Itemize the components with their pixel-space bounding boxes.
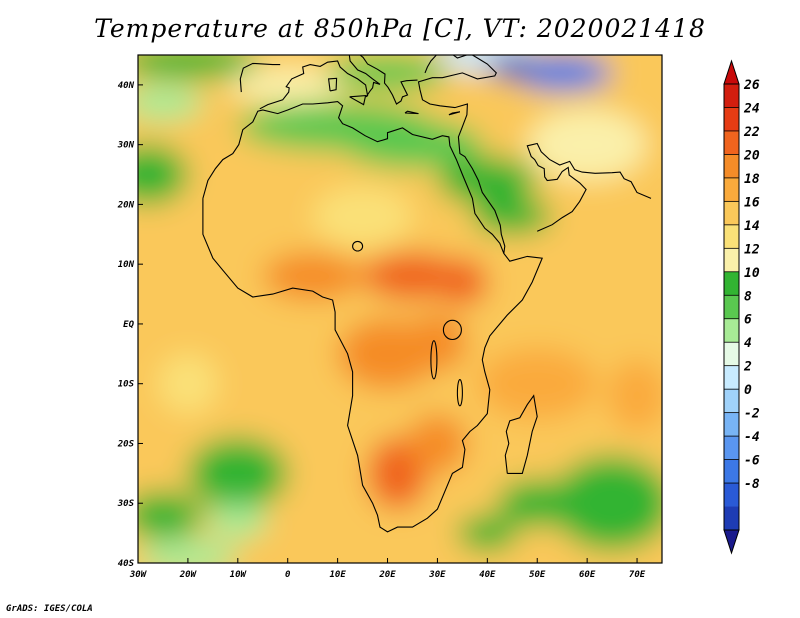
- colorbar-label: 14: [744, 219, 760, 234]
- colorbar-label: 0: [744, 383, 752, 398]
- colorbar-label: -4: [744, 430, 760, 445]
- colorbar-label: 24: [743, 101, 760, 116]
- colorbar-label: 2: [743, 360, 752, 375]
- colorbar-swatch: [724, 154, 739, 179]
- colorbar-swatch: [724, 84, 739, 108]
- x-tick-label: 30W: [129, 570, 148, 580]
- colorbar-swatch: [724, 412, 739, 437]
- x-tick-label: 30E: [428, 570, 446, 580]
- colorbar-label: 18: [744, 172, 760, 187]
- colorbar-swatch: [724, 342, 739, 366]
- x-tick-label: 10E: [329, 570, 346, 580]
- plot-frame: [137, 54, 663, 564]
- colorbar-swatch: [724, 483, 739, 507]
- colorbar-swatch: [724, 130, 739, 155]
- colorbar-swatch: [724, 436, 739, 460]
- colorbar-label: 16: [744, 195, 760, 210]
- colorbar-label: 10: [744, 266, 760, 281]
- colorbar-label: -2: [744, 407, 760, 422]
- x-tick-label: 10W: [230, 570, 248, 580]
- colorbar-label: 4: [744, 336, 752, 351]
- x-tick-label: 20E: [378, 570, 396, 580]
- y-tick-label: 20S: [117, 439, 135, 449]
- y-tick-label: 10S: [118, 380, 135, 390]
- colorbar-swatch: [724, 506, 739, 531]
- colorbar-swatch: [724, 224, 739, 249]
- colorbar-label: -8: [744, 477, 760, 492]
- colorbar-label: 22: [743, 125, 760, 140]
- colorbar-swatch: [724, 365, 739, 390]
- x-tick-label: 40E: [479, 570, 496, 580]
- x-tick-label: 50E: [529, 570, 546, 580]
- x-axis: 30W 20W 10W 0 10E 20E 30E 40E 50E 60E 70E: [129, 558, 646, 580]
- map-title: Temperature at 850hPa [C], VT: 202002141…: [94, 14, 706, 43]
- colorbar-max-arrow: [723, 59, 740, 85]
- x-tick-label: 0: [285, 570, 291, 580]
- colorbar-label: -6: [744, 454, 760, 469]
- colorbar-swatch: [724, 177, 739, 202]
- colorbar-swatch: [724, 318, 739, 343]
- y-tick-label: 20N: [117, 200, 135, 210]
- colorbar-swatch: [724, 107, 739, 132]
- colorbar-swatch: [724, 271, 739, 296]
- x-tick-label: 60E: [579, 570, 596, 580]
- colorbar-swatch: [724, 295, 739, 320]
- credit-label: GrADS: IGES/COLA: [6, 604, 93, 614]
- colorbar-min-arrow: [723, 529, 740, 555]
- colorbar-swatch: [724, 201, 739, 226]
- colorbar-label: 20: [743, 148, 760, 163]
- y-tick-label: 40S: [118, 559, 135, 569]
- y-tick-label: 30N: [117, 141, 135, 151]
- temperature-field: [138, 55, 662, 563]
- colorbar-swatch: [724, 459, 739, 484]
- x-tick-label: 20W: [179, 570, 198, 580]
- y-axis: 40N 30N 20N 10N EQ 10S 20S 30S 40S: [117, 81, 143, 569]
- colorbar-swatch: [724, 389, 739, 413]
- colorbar-label: 26: [743, 78, 760, 93]
- coastlines: [202, 55, 652, 533]
- y-tick-label: EQ: [123, 320, 134, 330]
- colorbar-label: 12: [744, 242, 760, 257]
- y-tick-label: 40N: [118, 81, 135, 91]
- y-tick-label: 30S: [117, 499, 135, 509]
- colorbar-label: 8: [744, 289, 752, 304]
- x-tick-label: 70E: [629, 570, 646, 580]
- colorbar-swatch: [724, 248, 739, 273]
- colorbar-label: 6: [744, 313, 752, 328]
- y-tick-label: 10N: [118, 260, 135, 270]
